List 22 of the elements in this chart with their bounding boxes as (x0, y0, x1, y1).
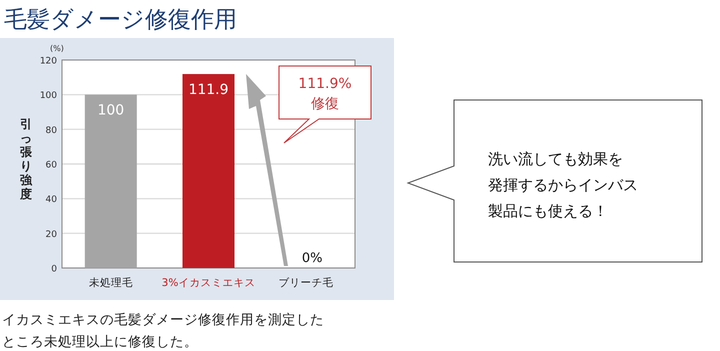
annotation: 111.9% 修復 (298, 76, 352, 112)
x-tick-label: ブリーチ毛 (278, 276, 334, 289)
y-tick-label: 40 (46, 195, 58, 206)
text: (%) (50, 44, 64, 53)
text: ところ未処理以上に修復した。 (2, 334, 198, 350)
y-tick-label: 100 (40, 91, 58, 102)
y-tick-label: 120 (40, 56, 58, 66)
x-tick-label: 3%イカスミエキス (162, 277, 256, 289)
y-axis-title: 引っ張り強度 (19, 117, 33, 201)
y-tick-label: 60 (46, 160, 58, 170)
data-label: 0% (302, 251, 322, 266)
y-tick-label: 20 (46, 230, 58, 240)
text: 製品にも使える！ (488, 202, 608, 220)
y-tick-label: 80 (46, 126, 58, 136)
text: イカスミエキスの毛髪ダメージ修復作用を測定した (2, 312, 324, 328)
y-tick-label: 0 (51, 264, 58, 274)
text: 洗い流しても効果を (488, 150, 623, 168)
x-tick-label: 未処理毛 (88, 276, 133, 289)
data-label: 100 (97, 102, 124, 119)
data-label: 111.9 (188, 82, 229, 98)
chart-title: 毛髪ダメージ修復作用 (4, 7, 237, 33)
text: 発揮するからインバス (488, 176, 638, 194)
